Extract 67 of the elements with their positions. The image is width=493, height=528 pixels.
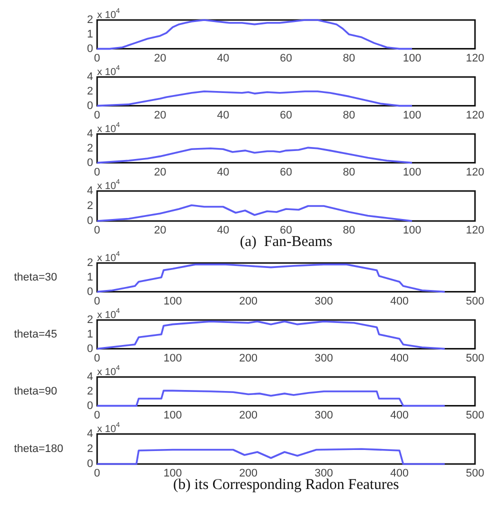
y-tick-label: 0 [86,215,94,228]
y-tick-label: 4 [86,128,94,140]
y-tick-label: 2 [86,443,94,456]
y-tick-label: 1 [86,28,94,40]
x-tick-label: 120 [466,166,484,178]
x-tick-label: 300 [314,295,334,308]
x-tick-label: 100 [164,295,182,308]
x-tick-label: 20 [154,166,166,178]
x-tick-label: 20 [154,224,166,237]
y-tick-label: 0 [86,342,94,355]
y-tick-label: 0 [86,458,94,470]
x-tick-label: 20 [154,52,166,64]
x-tick-label: 100 [402,52,422,64]
y-tick-label: 2 [86,142,94,154]
y-tick-label: 0 [86,100,94,112]
x-tick-label: 120 [466,109,484,122]
x-tick-label: 40 [216,166,230,178]
y-tick-label: 2 [86,14,94,26]
x-tick-label: 120 [466,52,484,64]
y-tick-label: 1 [86,271,94,284]
y-tick-label: 2 [86,85,94,98]
x-tick-label: 80 [342,166,356,178]
x-tick-label: 120 [466,224,484,237]
y-axis-title: theta=45 [14,328,58,340]
x-tick-label: 20 [154,109,166,122]
y-tick-label: 0 [86,286,94,298]
x-tick-label: 200 [239,295,258,308]
x-tick-label: 40 [216,224,230,237]
x-tick-label: 80 [342,52,356,64]
x-tick-label: 500 [466,295,484,308]
y-tick-label: 2 [86,314,94,326]
y-axis-title: theta=90 [14,385,58,398]
x-tick-label: 500 [466,468,484,480]
x-tick-label: 40 [216,109,230,122]
x-tick-label: 100 [164,409,182,422]
x-tick-label: 100 [164,352,182,364]
y-tick-label: 2 [86,257,94,270]
x-tick-label: 60 [280,109,292,122]
y-tick-label: 4 [86,71,94,84]
x-tick-label: 60 [280,52,292,64]
x-tick-label: 100 [402,166,422,178]
x-tick-label: 400 [390,352,409,364]
y-tick-label: 0 [86,42,94,55]
x-tick-label: 300 [314,352,334,364]
y-tick-label: 4 [86,371,94,384]
y-tick-label: 0 [86,400,94,412]
x-tick-label: 100 [402,224,422,237]
y-tick-label: 0 [86,156,94,169]
y-tick-label: 1 [86,328,94,340]
y-tick-label: 2 [86,200,94,212]
x-tick-label: 60 [280,166,292,178]
x-tick-label: 400 [390,409,409,422]
x-tick-label: 80 [342,109,356,122]
x-tick-label: 500 [466,409,484,422]
y-axis-title: theta=180 [14,443,64,456]
x-tick-label: 40 [216,52,230,64]
x-tick-label: 200 [239,409,258,422]
y-tick-label: 4 [86,428,94,440]
x-tick-label: 300 [314,409,334,422]
y-tick-label: 4 [86,185,94,198]
y-axis-title: theta=30 [14,271,58,284]
x-tick-label: 400 [390,295,409,308]
x-tick-label: 200 [239,352,258,364]
x-tick-label: 500 [466,352,484,364]
y-tick-label: 2 [86,385,94,398]
x-tick-label: 80 [342,224,356,237]
x-tick-label: 100 [402,109,422,122]
